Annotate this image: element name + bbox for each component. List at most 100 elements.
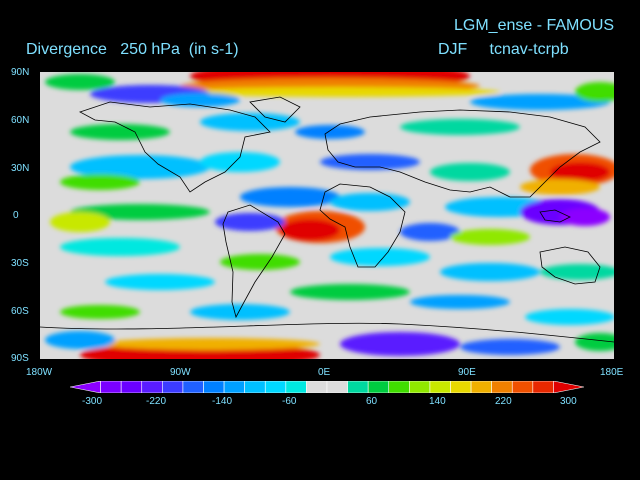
field-patch: [520, 179, 600, 195]
field-patch: [60, 174, 140, 190]
field-patch: [60, 305, 140, 319]
field-patch: [330, 193, 410, 211]
colorbar-cell: [347, 381, 369, 393]
colorbar-cell: [409, 381, 431, 393]
field-patch: [550, 162, 610, 182]
lon-label-180e: 180E: [600, 367, 624, 378]
colorbar-cell: [388, 381, 410, 393]
colorbar-label-140: 140: [429, 396, 446, 407]
field-patch: [190, 304, 290, 320]
colorbar-cell: [306, 381, 328, 393]
field-patch: [320, 154, 420, 170]
field-patch: [295, 125, 365, 139]
colorbar-cell: [367, 381, 390, 393]
lon-label-90w: 90W: [170, 367, 191, 378]
field-patch: [400, 223, 460, 241]
field-patch: [340, 332, 460, 356]
colorbar-cell: [223, 381, 245, 393]
field-patch: [470, 94, 610, 110]
field-patch: [50, 212, 110, 232]
field-patch: [200, 152, 280, 172]
colorbar-cell: [100, 381, 122, 393]
field-patch: [105, 274, 215, 290]
field-patch: [525, 309, 614, 325]
run-title: LGM_ense - FAMOUS: [454, 17, 615, 34]
colorbar-cells: [70, 381, 584, 393]
greenland-coast: [249, 96, 301, 123]
colorbar-cell: [285, 381, 307, 393]
colorbar-cell: [264, 381, 287, 393]
australia-coast: [539, 246, 601, 285]
field-patch: [560, 208, 610, 226]
eurasia-coast: [324, 109, 601, 198]
lat-label-60s: 60S: [11, 306, 29, 317]
field-title: Divergence 250 hPa (in s-1): [26, 41, 239, 58]
colorbar-cell: [203, 381, 225, 393]
field-patch: [200, 113, 300, 131]
field-patch: [45, 74, 115, 90]
colorbar-cell: [141, 381, 163, 393]
lat-label-eq: 0: [13, 210, 19, 221]
colorbar-label--220: -220: [146, 396, 167, 407]
field-patch: [160, 93, 240, 107]
coastlines: [40, 96, 614, 343]
field-patch: [70, 124, 170, 140]
field-patch: [220, 254, 300, 270]
field-patch: [430, 163, 510, 181]
field-patch: [460, 339, 560, 355]
lat-label-90s: 90S: [11, 353, 29, 364]
field-patch: [290, 284, 410, 300]
field-patch: [215, 213, 285, 231]
colorbar: [70, 381, 584, 393]
field-patch: [70, 155, 210, 179]
field-patch: [450, 229, 530, 245]
north-america-coast: [78, 101, 271, 193]
season-title: DJF tcnav-tcrpb: [438, 41, 569, 58]
field-patch: [410, 295, 510, 309]
colorbar-cell: [511, 381, 534, 393]
colorbar-cell: [553, 381, 584, 393]
lon-label-0e: 0E: [318, 367, 331, 378]
field-patch: [60, 238, 180, 256]
field-patch: [400, 119, 520, 135]
field-patch: [70, 204, 210, 220]
colorbar-cell: [326, 381, 348, 393]
field-patch: [575, 82, 614, 102]
lat-label-30n: 30N: [11, 163, 30, 174]
colorbar-cell: [244, 381, 266, 393]
colorbar-cell: [182, 381, 204, 393]
colorbar-label--300: -300: [82, 396, 103, 407]
south-america-coast: [222, 204, 286, 319]
colorbar-label--60: -60: [282, 396, 297, 407]
divergence-map: [40, 72, 614, 359]
lat-label-60n: 60N: [11, 115, 30, 126]
field-patch: [100, 338, 320, 350]
colorbar-cell: [162, 381, 184, 393]
colorbar-label-220: 220: [495, 396, 512, 407]
lon-label-90e: 90E: [458, 367, 476, 378]
colorbar-label--140: -140: [212, 396, 233, 407]
colorbar-label-60: 60: [366, 396, 378, 407]
lat-label-90n: 90N: [11, 67, 30, 78]
field-patch: [280, 219, 340, 241]
colorbar-cell: [120, 381, 143, 393]
field-patch: [45, 331, 115, 349]
colorbar-cell: [429, 381, 451, 393]
field-patch: [240, 187, 340, 207]
colorbar-cell: [470, 381, 492, 393]
colorbar-cell: [450, 381, 472, 393]
field-patch: [540, 264, 614, 280]
field-patch: [440, 263, 540, 281]
colorbar-cell: [532, 381, 554, 393]
lon-label-180w: 180W: [26, 367, 53, 378]
colorbar-cell: [491, 381, 513, 393]
lat-label-30s: 30S: [11, 258, 29, 269]
africa-coast: [319, 183, 406, 268]
colorbar-cell: [70, 381, 101, 393]
field-patch: [330, 248, 430, 266]
colorbar-label-300: 300: [560, 396, 577, 407]
field-patch: [180, 87, 500, 97]
antarctica-coast: [40, 322, 614, 343]
maritime-continent-coast: [539, 209, 571, 223]
field-patch: [575, 333, 614, 351]
